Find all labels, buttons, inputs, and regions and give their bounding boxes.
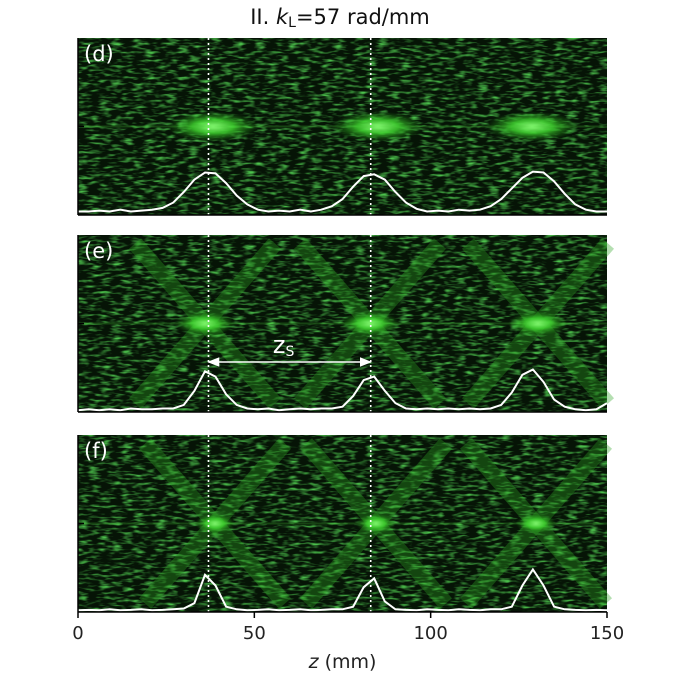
span-label-part: z [273,331,286,359]
profile-line [77,567,608,612]
x-tick-label: 50 [243,623,266,644]
x-axis-label: z (mm) [308,651,377,673]
title-part: II. [250,5,276,29]
focus-spot [332,111,424,142]
x-tick-label: 0 [72,623,83,644]
title-part: =57 rad/mm [296,5,430,29]
span-label: zS [273,331,295,360]
focus-spot [340,311,400,336]
focus-spot [508,311,568,336]
focus-spot [175,311,235,336]
x-axis-label-part: (mm) [319,651,377,673]
profile-line [77,368,608,412]
x-axis-label-part: z [308,651,320,673]
title-part: L [288,15,296,31]
x-tick-label: 150 [590,623,624,644]
focus-spot [356,513,396,534]
focus-spot [486,111,578,142]
profile-line [78,170,607,213]
panel-label: (e) [84,239,113,263]
panel: (d) [77,38,607,216]
panel: (e) zS [77,235,615,413]
span-label-part: S [285,344,294,360]
panel: (f) 0 50 100 150 z (mm) [72,435,624,673]
focus-spot [516,513,556,534]
panel-label: (f) [84,439,108,463]
title-part: k [276,5,289,29]
focus-spot [195,513,235,534]
title: II. kL=57 rad/mm [250,5,430,31]
panel-label: (d) [84,42,114,66]
x-tick-label: 100 [413,623,447,644]
focus-spot [167,111,259,142]
